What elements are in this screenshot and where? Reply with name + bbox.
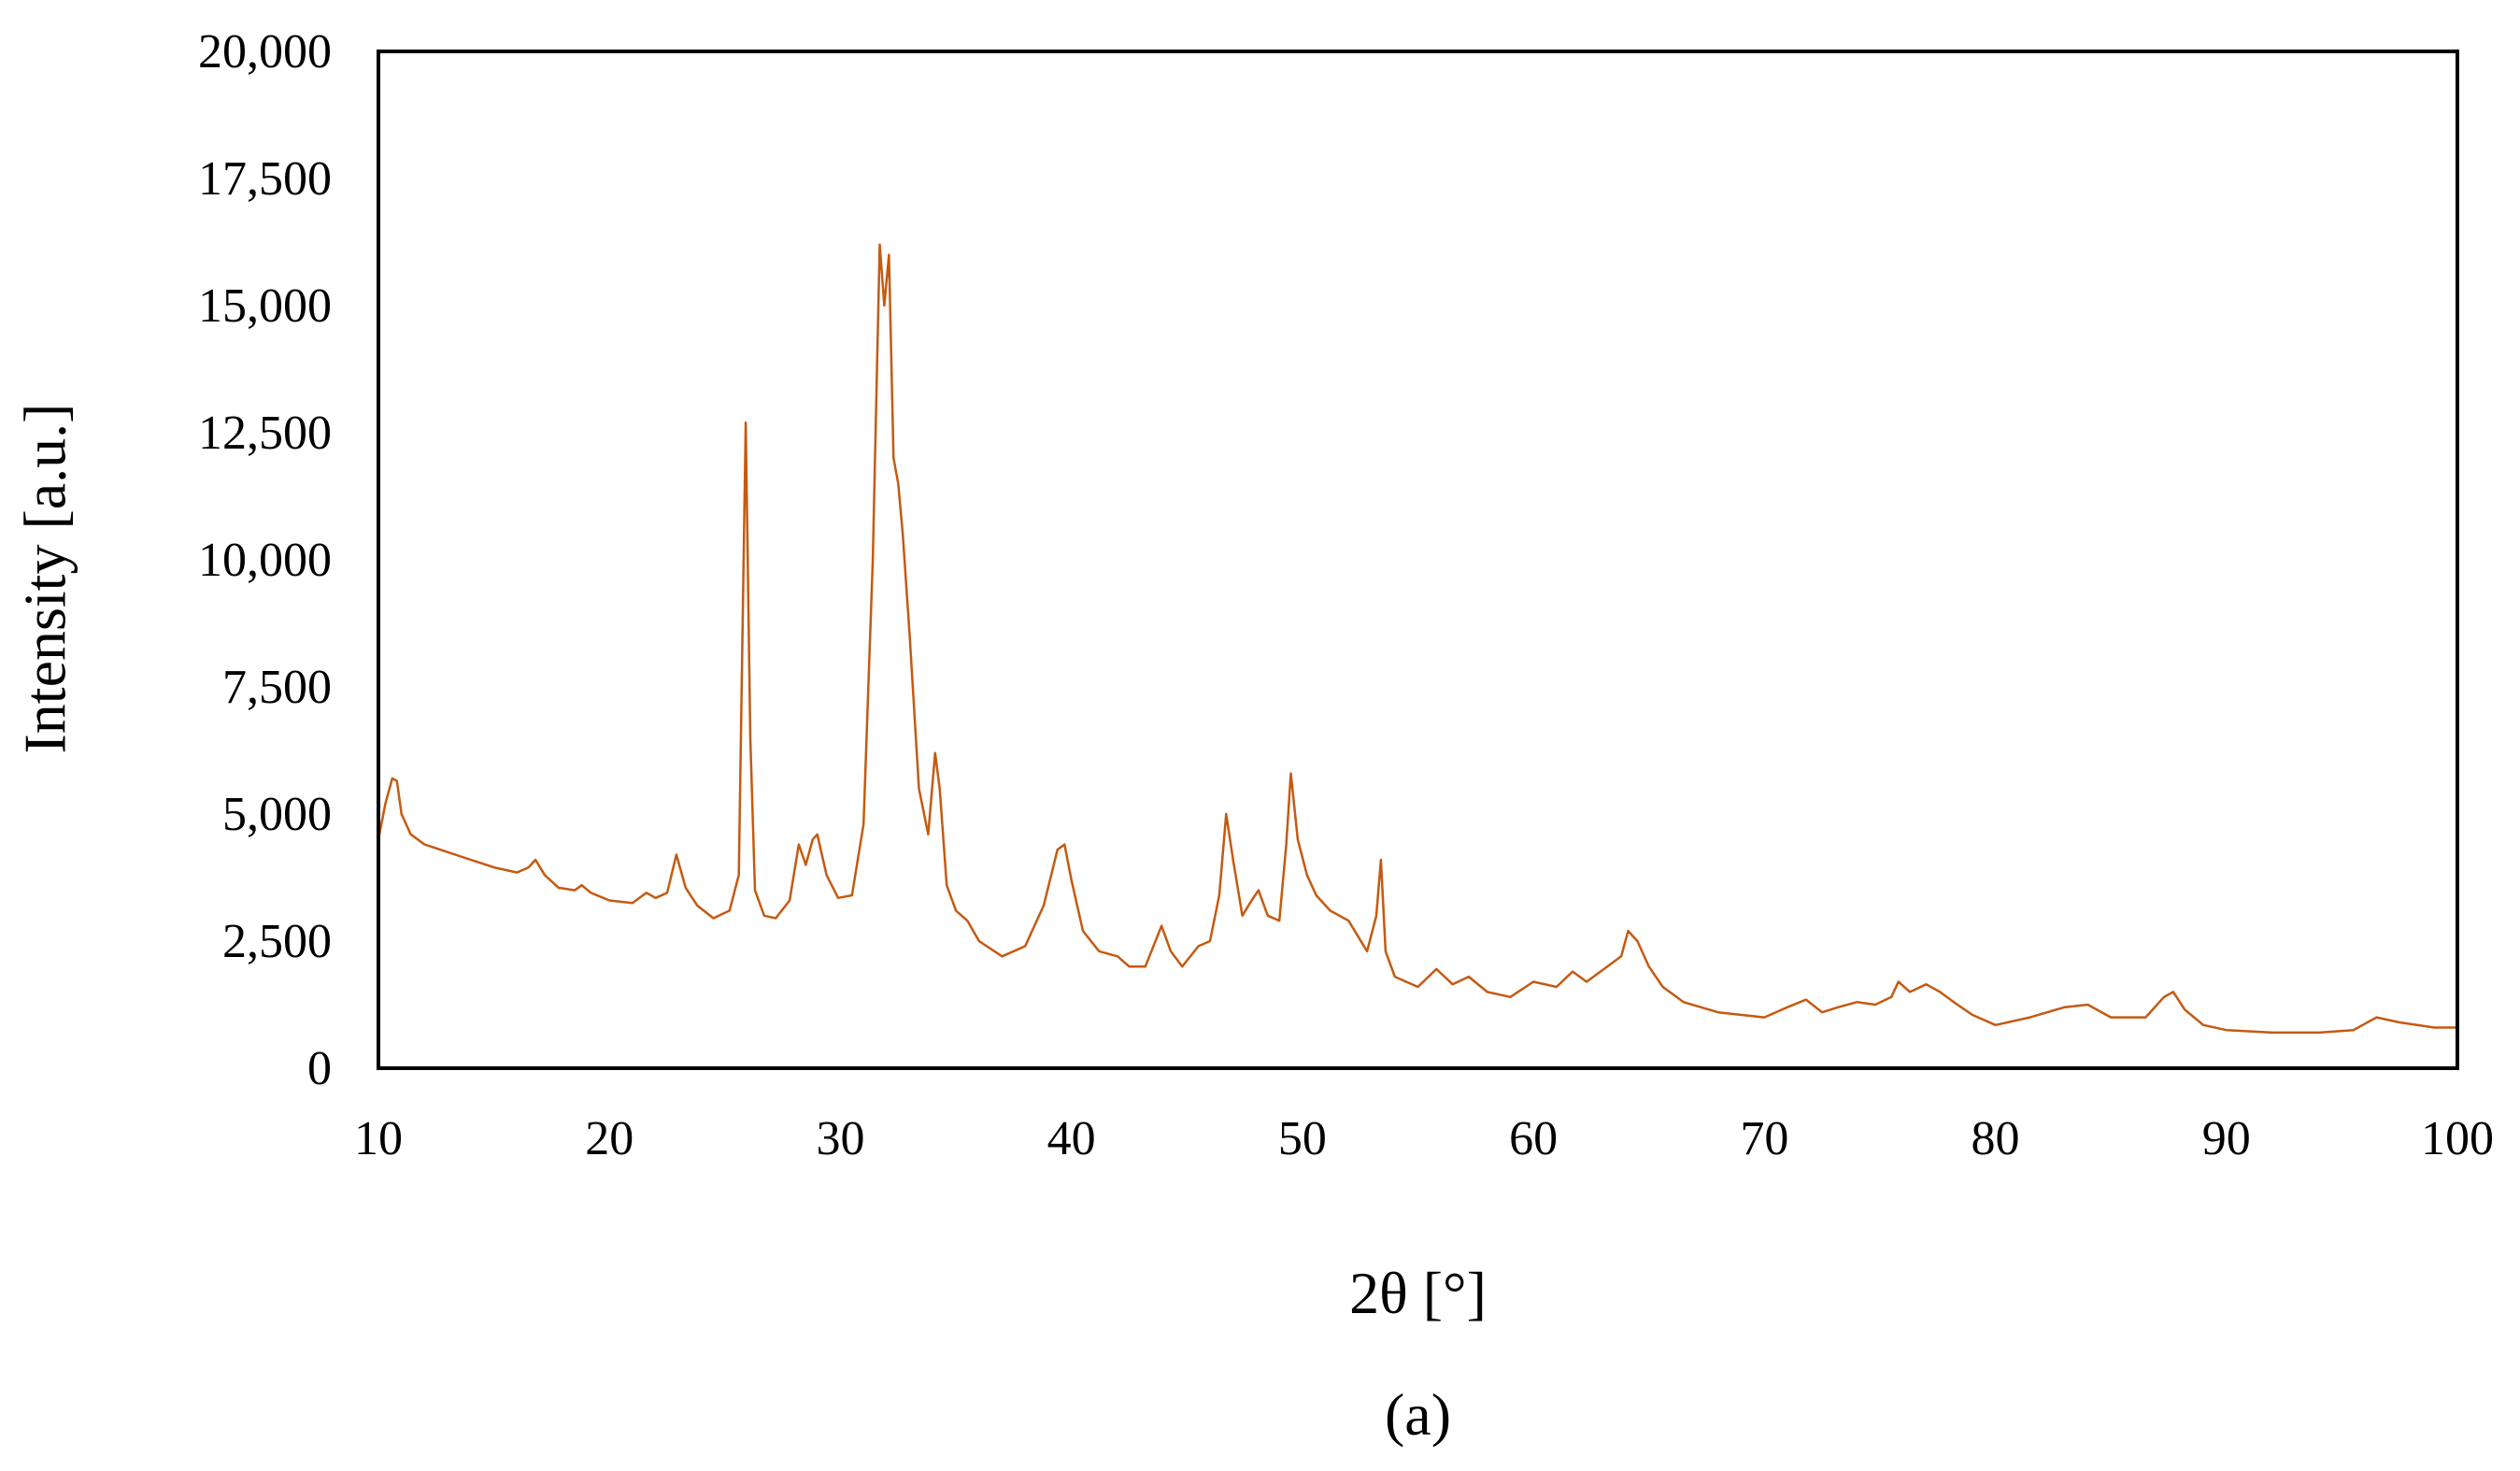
y-tick-label: 12,500 [198,407,332,460]
intensity-series-line [377,243,2457,1035]
x-tick-label: 20 [585,1112,634,1165]
x-tick-label: 100 [2421,1112,2494,1165]
y-tick-label: 2,500 [222,915,332,968]
y-tick-label: 10,000 [198,534,332,587]
x-tick-label: 60 [1509,1112,1558,1165]
y-tick-label: 0 [307,1042,332,1095]
x-tick-label: 70 [1740,1112,1788,1165]
y-tick-label: 17,500 [198,152,332,206]
y-tick-label: 5,000 [222,788,332,841]
x-tick-label: 10 [354,1112,403,1165]
y-tick-label: 7,500 [222,661,332,714]
panel-label: (a) [1385,1381,1451,1448]
x-tick-label: 80 [1972,1112,2020,1165]
y-tick-label: 15,000 [198,279,332,333]
x-axis-ticks: 10 20 30 40 50 60 70 80 90 100 [354,1112,2494,1165]
y-axis-title: Intensity [a.u.] [12,404,78,754]
x-tick-label: 50 [1278,1112,1327,1165]
x-tick-label: 40 [1047,1112,1096,1165]
x-tick-label: 30 [816,1112,864,1165]
x-axis-title: 2θ [°] [1349,1260,1487,1326]
y-axis-ticks: 0 2,500 5,000 7,500 10,000 12,500 15,000 17,500… [198,25,332,1095]
plot-area-frame [377,50,2459,1070]
y-tick-label: 20,000 [198,25,332,79]
x-tick-label: 90 [2202,1112,2251,1165]
